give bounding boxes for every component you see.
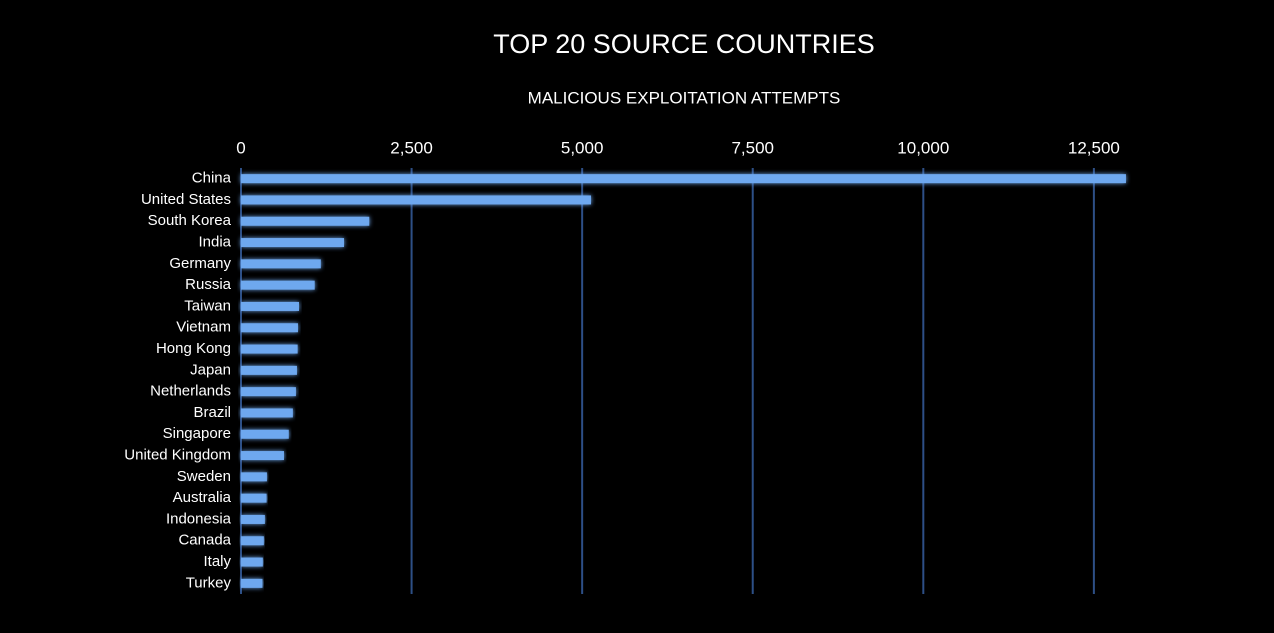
y-tick-label: Canada	[178, 532, 231, 549]
y-tick-label: Turkey	[186, 574, 232, 591]
y-tick-label: China	[192, 170, 232, 187]
y-tick-label: Indonesia	[166, 510, 232, 527]
x-tick-label: 10,000	[897, 138, 949, 157]
chart-subtitle: MALICIOUS EXPLOITATION ATTEMPTS	[528, 88, 841, 107]
x-tick-label: 12,500	[1068, 138, 1120, 157]
y-tick-label: South Korea	[148, 212, 232, 229]
y-tick-label: Italy	[203, 553, 231, 570]
y-tick-label: Sweden	[177, 468, 231, 485]
y-tick-label: Singapore	[163, 425, 231, 442]
x-tick-label: 2,500	[390, 138, 433, 157]
bar	[241, 195, 592, 205]
y-tick-label: Russia	[185, 276, 232, 293]
y-tick-label: Netherlands	[150, 383, 231, 400]
y-tick-label: Japan	[190, 361, 231, 378]
bar	[241, 451, 284, 461]
bar	[241, 174, 1126, 184]
y-tick-label: Vietnam	[176, 319, 231, 336]
bar	[241, 301, 299, 311]
x-tick-label: 0	[236, 138, 245, 157]
y-tick-label: India	[198, 234, 231, 251]
bar	[241, 514, 265, 524]
bar	[241, 557, 263, 567]
bar	[241, 259, 321, 269]
y-tick-label: Germany	[169, 255, 231, 272]
chart-title: TOP 20 SOURCE COUNTRIES	[493, 29, 875, 59]
bar	[241, 472, 267, 482]
bar	[241, 429, 289, 439]
bar	[241, 238, 345, 248]
x-tick-label: 7,500	[731, 138, 774, 157]
bar	[241, 536, 264, 546]
y-tick-label: Taiwan	[184, 297, 231, 314]
x-tick-label: 5,000	[561, 138, 604, 157]
bar	[241, 365, 297, 375]
bar	[241, 344, 298, 354]
y-tick-label: Brazil	[193, 404, 231, 421]
bar	[241, 408, 293, 418]
y-tick-label: Australia	[173, 489, 232, 506]
bar	[241, 323, 298, 333]
y-tick-label: United States	[141, 191, 231, 208]
bar	[241, 280, 315, 290]
y-tick-label: Hong Kong	[156, 340, 231, 357]
bar	[241, 216, 370, 226]
bar	[241, 493, 267, 503]
y-tick-label: United Kingdom	[124, 447, 231, 464]
bar	[241, 578, 263, 588]
bar	[241, 387, 296, 397]
